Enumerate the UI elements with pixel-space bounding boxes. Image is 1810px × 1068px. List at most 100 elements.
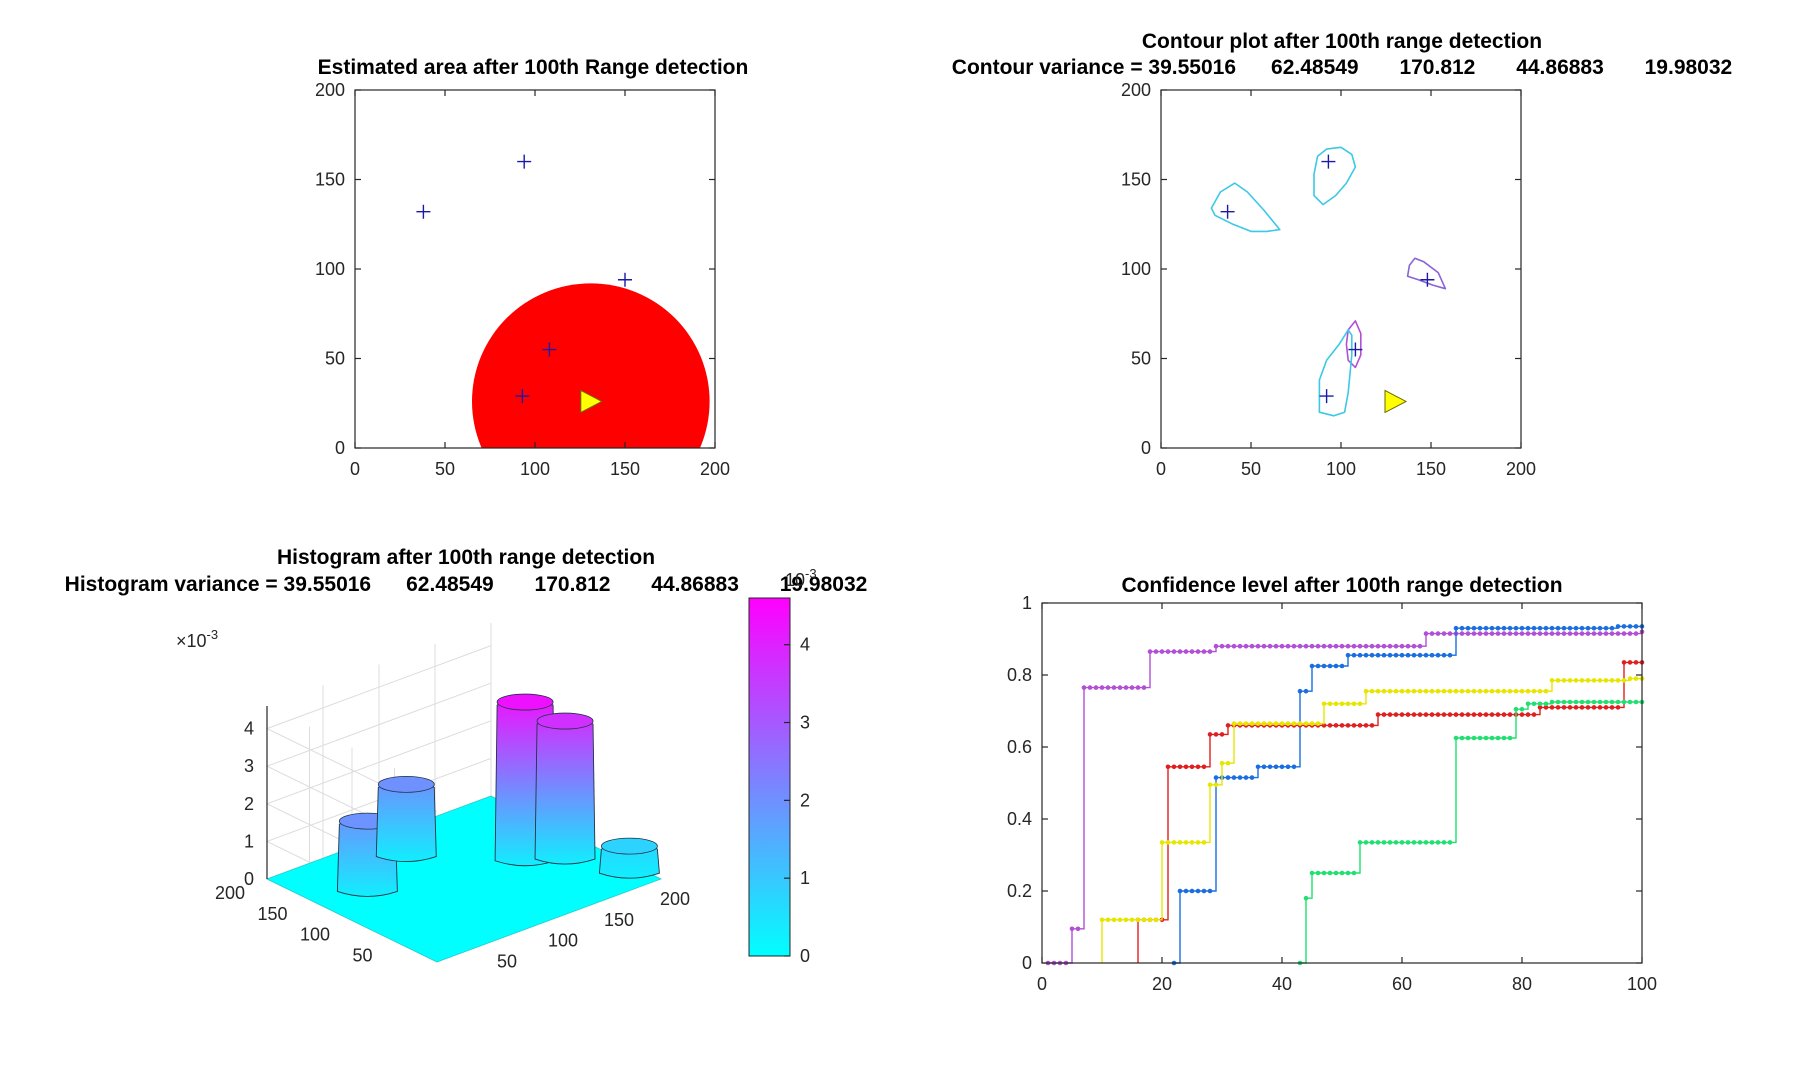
confidence-point xyxy=(1447,652,1453,658)
confidence-point xyxy=(1459,631,1465,636)
confidence-point xyxy=(1555,705,1561,710)
confidence-point xyxy=(1477,688,1483,694)
confidence-point xyxy=(1303,688,1309,694)
confidence-point xyxy=(1225,723,1231,728)
contour-xtick-label: 50 xyxy=(1241,459,1261,479)
confidence-point xyxy=(1273,643,1279,649)
confidence-point xyxy=(1237,643,1243,649)
contour-variance-subtitle: Contour variance = 39.55016 62.48549 170… xyxy=(952,56,1732,79)
confidence-point xyxy=(1405,643,1411,649)
confidence-point xyxy=(1171,649,1177,654)
estimated-area-xtick-label: 150 xyxy=(610,459,640,479)
y-tick-label: 200 xyxy=(215,883,245,903)
confidence-point xyxy=(1525,712,1531,717)
confidence-point xyxy=(1495,625,1501,631)
confidence-point xyxy=(1543,688,1549,694)
confidence-point xyxy=(1381,643,1387,649)
confidence-ytick-label: 0.4 xyxy=(1007,809,1032,829)
confidence-point xyxy=(1453,688,1459,694)
confidence-point xyxy=(1363,840,1369,845)
confidence-point xyxy=(1117,685,1123,690)
confidence-point xyxy=(1339,663,1345,669)
confidence-point xyxy=(1561,678,1567,683)
confidence-point xyxy=(1357,723,1363,728)
confidence-point xyxy=(1519,631,1525,636)
confidence-point xyxy=(1627,676,1633,681)
confidence-ytick-label: 0.8 xyxy=(1007,665,1032,685)
contour-line xyxy=(1406,257,1447,290)
robot-marker xyxy=(1384,389,1408,414)
contour-xtick-label: 150 xyxy=(1416,459,1446,479)
confidence-point xyxy=(1285,721,1291,726)
confidence-point xyxy=(1417,643,1423,649)
z-axis-multiplier: ×10-3 xyxy=(176,627,218,651)
confidence-point xyxy=(1381,652,1387,658)
confidence-point xyxy=(1135,685,1141,690)
confidence-point xyxy=(1279,643,1285,649)
confidence-point xyxy=(1627,631,1633,636)
confidence-point xyxy=(1495,688,1501,694)
confidence-series-line xyxy=(1137,661,1642,963)
confidence-point xyxy=(1609,705,1615,710)
confidence-point xyxy=(1507,625,1513,631)
confidence-point xyxy=(1603,699,1609,705)
confidence-point xyxy=(1375,712,1381,717)
confidence-point xyxy=(1579,625,1585,631)
confidence-point xyxy=(1333,723,1339,728)
confidence-point xyxy=(1537,631,1543,636)
confidence-point xyxy=(1345,870,1351,876)
estimated-area-xtick-label: 50 xyxy=(435,459,455,479)
confidence-point xyxy=(1621,631,1627,636)
confidence-point xyxy=(1471,688,1477,694)
confidence-point xyxy=(1189,840,1195,845)
confidence-point xyxy=(1519,688,1525,694)
confidence-point xyxy=(1609,678,1615,683)
target-marker xyxy=(515,389,530,404)
confidence-point xyxy=(1627,699,1633,705)
confidence-point xyxy=(1345,652,1351,658)
confidence-point xyxy=(1405,840,1411,845)
confidence-point xyxy=(1219,643,1225,649)
estimated-area-ytick-label: 0 xyxy=(335,438,345,458)
confidence-point xyxy=(1489,631,1495,636)
confidence-point xyxy=(1525,631,1531,636)
confidence-point xyxy=(1609,699,1615,705)
confidence-panel: Confidence level after 100th range detec… xyxy=(1007,574,1657,994)
colorbar-tick-label: 4 xyxy=(800,635,810,655)
confidence-point xyxy=(1213,782,1219,788)
confidence-point xyxy=(1501,712,1507,717)
confidence-point xyxy=(1417,688,1423,694)
confidence-point xyxy=(1489,625,1495,631)
confidence-point xyxy=(1213,732,1219,737)
confidence-ytick-label: 0.6 xyxy=(1007,737,1032,757)
confidence-point xyxy=(1399,688,1405,694)
confidence-axes-box xyxy=(1041,602,1643,964)
surface-peak-top xyxy=(496,693,554,711)
confidence-point xyxy=(1249,775,1255,780)
confidence-point xyxy=(1561,625,1567,631)
confidence-point xyxy=(1453,712,1459,717)
confidence-point xyxy=(1441,688,1447,694)
confidence-point xyxy=(1603,705,1609,710)
confidence-point xyxy=(1393,712,1399,717)
estimated-area-title: Estimated area after 100th Range detecti… xyxy=(318,56,749,79)
confidence-point xyxy=(1207,649,1213,654)
confidence-point xyxy=(1189,649,1195,654)
confidence-point xyxy=(1309,721,1315,726)
confidence-point xyxy=(1603,678,1609,683)
confidence-point xyxy=(1615,624,1621,629)
contour-line xyxy=(1345,320,1362,369)
confidence-point xyxy=(1147,917,1153,923)
confidence-point xyxy=(1489,712,1495,717)
confidence-point xyxy=(1369,723,1375,728)
confidence-point xyxy=(1105,917,1111,923)
confidence-point xyxy=(1279,764,1285,770)
contour-ytick-label: 200 xyxy=(1121,80,1151,100)
confidence-point xyxy=(1411,688,1417,694)
confidence-point xyxy=(1573,625,1579,631)
confidence-point xyxy=(1417,840,1423,845)
confidence-point xyxy=(1549,699,1555,705)
confidence-point xyxy=(1531,631,1537,636)
confidence-point xyxy=(1279,721,1285,726)
confidence-point xyxy=(1585,678,1591,683)
